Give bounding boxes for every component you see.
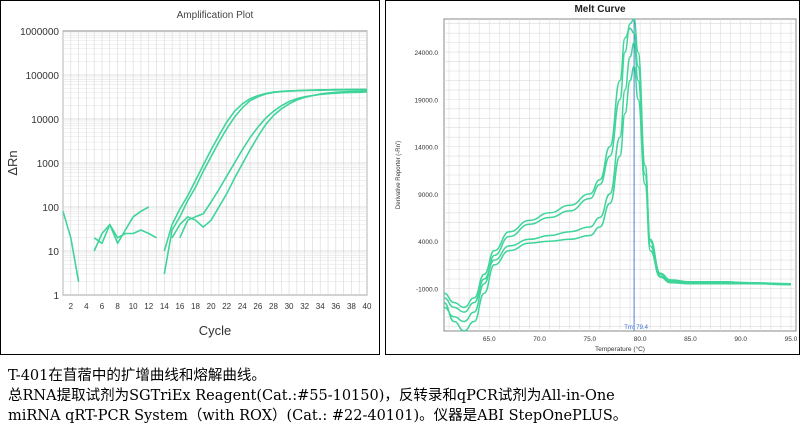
x-tick-label: 8 xyxy=(115,302,120,311)
y-tick-label: 4000.0 xyxy=(418,239,438,246)
x-tick-label: 38 xyxy=(347,302,356,311)
y-tick-label: 19000.0 xyxy=(415,97,439,104)
x-tick-label: 18 xyxy=(191,302,200,311)
melt-series-line xyxy=(443,27,792,309)
y-axis-label: ΔRn xyxy=(5,150,20,175)
y-tick-label: 100 xyxy=(42,203,59,214)
y-tick-label: -1000.0 xyxy=(416,286,438,293)
y-axis-label: Derivative Reporter (-Rn') xyxy=(396,141,402,209)
x-tick-label: 36 xyxy=(331,302,340,311)
x-tick-label: 16 xyxy=(175,302,184,311)
y-tick-label: 10 xyxy=(48,247,60,258)
y-tick-label: 10000 xyxy=(31,115,59,126)
y-tick-label: 9000.0 xyxy=(418,192,438,199)
amplification-plot-panel: Amplification Plot 1000000 100000 10000 1000… xyxy=(0,0,380,355)
y-tick-label: 1 xyxy=(53,291,59,302)
x-tick-label: 65.0 xyxy=(483,336,496,343)
caption-line-2: 总RNA提取试剂为SGTriEx Reagent(Cat.:#55-10150)… xyxy=(8,388,615,404)
x-tick-label: 32 xyxy=(300,302,309,311)
y-tick-label: 24000.0 xyxy=(415,50,439,57)
x-tick-label: 34 xyxy=(316,302,325,311)
y-tick-label: 1000000 xyxy=(20,27,59,38)
amplification-series-line xyxy=(171,90,368,239)
x-tick-label: 4 xyxy=(84,302,89,311)
melt-curve-plot: Melt Curve 24000.0 19000.0 14000.0 9000.0 400… xyxy=(396,4,798,353)
x-tick-label: 26 xyxy=(253,302,262,311)
x-tick-label: 70.0 xyxy=(533,336,546,343)
tm-label: Tm: 79.4 xyxy=(624,325,648,331)
x-tick-label: 28 xyxy=(269,302,278,311)
chart-title: Amplification Plot xyxy=(177,10,254,21)
x-tick-label: 40 xyxy=(363,302,372,311)
amplification-plot: Amplification Plot 1000000 100000 10000 1000… xyxy=(5,10,372,338)
x-axis-label: Temperature (°C) xyxy=(595,345,645,353)
x-tick-label: 12 xyxy=(144,302,153,311)
chart-title: Melt Curve xyxy=(574,4,626,15)
caption-line-3: miRNA qRT-PCR System（with ROX）(Cat.: #22… xyxy=(8,408,628,424)
y-tick-label: 100000 xyxy=(26,71,60,82)
x-tick-label: 95.0 xyxy=(785,336,798,343)
y-tick-label: 14000.0 xyxy=(415,145,439,152)
x-tick-label: 80.0 xyxy=(634,336,647,343)
amplification-series-line xyxy=(163,89,367,252)
x-tick-label: 14 xyxy=(160,302,169,311)
x-tick-label: 2 xyxy=(69,302,74,311)
amplification-series-line xyxy=(93,223,157,245)
x-tick-label: 6 xyxy=(100,302,105,311)
x-tick-label: 10 xyxy=(129,302,138,311)
y-tick-label: 1000 xyxy=(37,159,60,170)
melt-series-line xyxy=(443,18,792,323)
x-tick-label: 20 xyxy=(207,302,216,311)
melt-series-line xyxy=(443,65,792,332)
x-tick-label: 30 xyxy=(285,302,294,311)
x-tick-label: 85.0 xyxy=(684,336,697,343)
x-axis-label: Cycle xyxy=(199,323,232,338)
melt-series-line xyxy=(443,41,791,313)
x-tick-label: 24 xyxy=(238,302,247,311)
melt-curve-panel: Melt Curve 24000.0 19000.0 14000.0 9000.0 400… xyxy=(385,0,800,355)
x-tick-label: 22 xyxy=(222,302,231,311)
x-tick-label: 75.0 xyxy=(584,336,597,343)
caption-line-1: T-401在苜蓿中的扩增曲线和熔解曲线。 xyxy=(8,368,266,384)
figure-caption: T-401在苜蓿中的扩增曲线和熔解曲线。 总RNA提取试剂为SGTriEx Re… xyxy=(8,366,793,426)
amplification-series-line xyxy=(179,91,368,239)
x-tick-label: 90.0 xyxy=(734,336,747,343)
